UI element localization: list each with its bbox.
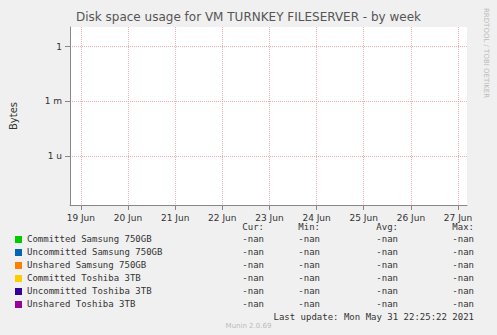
html-text:-nan: -nan (298, 247, 320, 257)
html-text:Max:: Max: (452, 222, 474, 232)
html-text:Last update: Mon May 31 22:25:: Last update: Mon May 31 22:25:22 2021 (273, 312, 474, 322)
html-text:-nan: -nan (452, 260, 474, 270)
html-text:-nan: -nan (298, 260, 320, 270)
svg-text:25 Jun: 25 Jun (350, 213, 378, 223)
html-text:Cur:: Cur: (242, 222, 264, 232)
html-text:-nan: -nan (452, 286, 474, 296)
svg-text:27 Jun: 27 Jun (444, 213, 472, 223)
svg-text:19 Jun: 19 Jun (67, 213, 95, 223)
html-text:Uncommitted Toshiba 3TB: Uncommitted Toshiba 3TB (27, 286, 152, 296)
html-text:-nan: -nan (298, 299, 320, 309)
html-text:-nan: -nan (376, 273, 398, 283)
html-text:Committed Toshiba 3TB: Committed Toshiba 3TB (27, 273, 141, 283)
html-text:-nan: -nan (242, 260, 264, 270)
svg-text:1 m: 1 m (45, 96, 62, 106)
html-text:-nan: -nan (242, 234, 264, 244)
svg-text:26 Jun: 26 Jun (397, 213, 425, 223)
html-text:Munin 2.0.69: Munin 2.0.69 (225, 322, 272, 330)
svg-text:24 Jun: 24 Jun (302, 213, 330, 223)
html-text:Min:: Min: (298, 222, 320, 232)
html-text:-nan: -nan (376, 247, 398, 257)
svg-text:21 Jun: 21 Jun (161, 213, 189, 223)
svg-text:23 Jun: 23 Jun (255, 213, 283, 223)
html-text:RRDTOOL / TOBI OETIKER: RRDTOOL / TOBI OETIKER (482, 8, 490, 99)
svg-text:1: 1 (56, 42, 62, 52)
html-text:-nan: -nan (452, 273, 474, 283)
html-text:-nan: -nan (242, 273, 264, 283)
html-text:-nan: -nan (452, 247, 474, 257)
svg-text:22 Jun: 22 Jun (208, 213, 236, 223)
svg-text:Disk space usage for VM TURNKE: Disk space usage for VM TURNKEY FILESERV… (76, 10, 421, 24)
svg-text:Bytes: Bytes (8, 102, 19, 130)
html-text:-nan: -nan (376, 286, 398, 296)
html-text:-nan: -nan (298, 234, 320, 244)
html-text:-nan: -nan (242, 299, 264, 309)
html-text:Committed Samsung 750GB: Committed Samsung 750GB (27, 234, 152, 244)
html-text:-nan: -nan (298, 286, 320, 296)
html-text:-nan: -nan (452, 299, 474, 309)
html-text:Uncommitted Samsung 750GB: Uncommitted Samsung 750GB (27, 247, 163, 257)
html-text:-nan: -nan (298, 273, 320, 283)
svg-text:1 u: 1 u (48, 151, 62, 161)
html-text:Avg:: Avg: (376, 222, 398, 232)
html-text:-nan: -nan (376, 234, 398, 244)
svg-text:20 Jun: 20 Jun (114, 213, 142, 223)
html-text:-nan: -nan (242, 286, 264, 296)
html-text:-nan: -nan (376, 260, 398, 270)
html-text:Unshared Samsung 750GB: Unshared Samsung 750GB (27, 260, 147, 270)
html-text:-nan: -nan (376, 299, 398, 309)
html-text:-nan: -nan (242, 247, 264, 257)
html-text:Unshared Toshiba 3TB: Unshared Toshiba 3TB (27, 299, 136, 309)
html-text:-nan: -nan (452, 234, 474, 244)
